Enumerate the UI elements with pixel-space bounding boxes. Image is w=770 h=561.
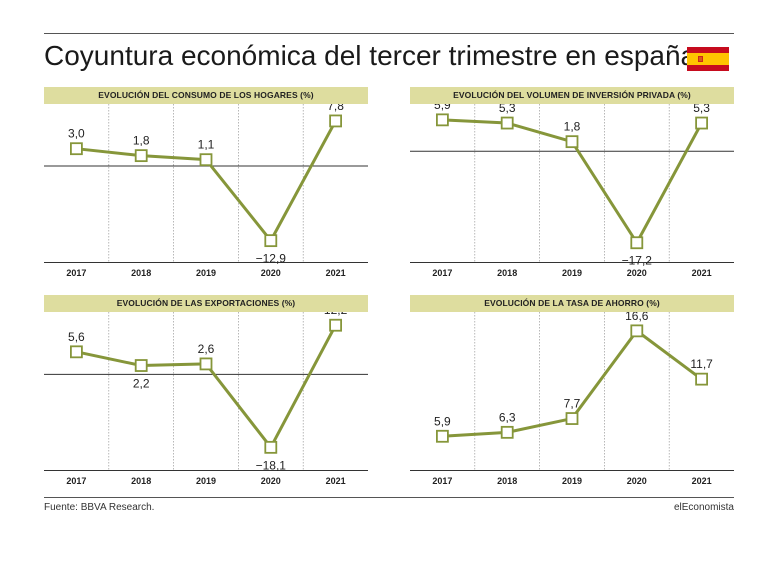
x-tick-label: 2018	[497, 268, 517, 277]
data-point-marker	[134, 149, 148, 163]
data-point-marker	[69, 345, 83, 359]
panel-ahorro: EVOLUCIÓN DE LA TASA DE AHORRO (%) 5,9 6,…	[410, 295, 734, 485]
data-point-marker	[565, 135, 579, 149]
data-label: 6,3	[499, 410, 516, 424]
data-point-marker	[500, 425, 514, 439]
panel-exportaciones: EVOLUCIÓN DE LAS EXPORTACIONES (%) 5,6 2,…	[44, 295, 368, 485]
top-rule	[44, 33, 734, 34]
x-tick-label: 2018	[131, 476, 151, 485]
data-label: 3,0	[68, 127, 85, 141]
source-note: Fuente: BBVA Research.	[44, 502, 155, 513]
x-tick-label: 2020	[261, 268, 281, 277]
x-tick-label: 2021	[692, 268, 712, 277]
data-label: 5,9	[434, 104, 451, 112]
data-label: 1,8	[564, 120, 581, 134]
bottom-rule	[44, 497, 734, 498]
data-point-marker	[630, 236, 644, 250]
data-label: 5,6	[68, 330, 85, 344]
x-tick-label: 2020	[261, 476, 281, 485]
x-tick-label: 2021	[326, 476, 346, 485]
data-label: 5,3	[499, 104, 516, 115]
x-tick-label: 2021	[326, 268, 346, 277]
data-label: −12,9	[256, 252, 287, 266]
page-title: Coyuntura económica del tercer trimestre…	[44, 40, 697, 71]
data-point-marker	[500, 116, 514, 130]
x-tick-label: 2020	[627, 268, 647, 277]
chart-exportaciones: 5,6 2,2 2,6 −18,1 12,2 2017 2018 2019 2020 2021	[44, 312, 368, 485]
data-label: 2,6	[198, 342, 215, 356]
chart-ahorro: 5,9 6,3 7,7 16,6 11,7 2017 2018 2019 2020 2021	[410, 312, 734, 485]
panel-title: EVOLUCIÓN DE LA TASA DE AHORRO (%)	[410, 295, 734, 312]
x-tick-label: 2019	[196, 476, 216, 485]
data-point-marker	[435, 113, 449, 127]
x-tick-label: 2021	[692, 476, 712, 485]
data-point-marker	[695, 116, 709, 130]
x-tick-label: 2018	[131, 268, 151, 277]
x-tick-label: 2018	[497, 476, 517, 485]
data-point-marker	[435, 429, 449, 443]
panel-title: EVOLUCIÓN DE LAS EXPORTACIONES (%)	[44, 295, 368, 312]
data-label: 2,2	[133, 377, 150, 391]
data-label: 5,9	[434, 414, 451, 428]
data-point-marker	[199, 153, 213, 167]
data-point-marker	[329, 318, 343, 332]
data-label: 1,1	[198, 138, 215, 152]
x-tick-label: 2020	[627, 476, 647, 485]
data-label: 1,8	[133, 134, 150, 148]
panel-consumo: EVOLUCIÓN DEL CONSUMO DE LOS HOGARES (%)…	[44, 87, 368, 277]
data-point-marker	[565, 412, 579, 425]
data-point-marker	[134, 359, 148, 372]
x-tick-label: 2019	[562, 476, 582, 485]
data-label: 7,8	[327, 104, 344, 113]
data-point-marker	[329, 114, 343, 128]
data-label: −17,2	[622, 254, 653, 268]
data-label: −18,1	[256, 458, 287, 472]
chart-inversion: 5,9 5,3 1,8 −17,2 5,3 2017 2018 2019 2020 2021	[410, 104, 734, 277]
chart-consumo: 3,0 1,8 1,1 −12,9 7,8 2017 2018 2019 2020 2021	[44, 104, 368, 277]
spain-flag-icon	[687, 47, 729, 71]
data-point-marker	[695, 372, 709, 386]
data-label: 11,7	[690, 357, 713, 371]
data-label: 12,2	[324, 312, 348, 317]
data-point-marker	[264, 440, 278, 454]
x-tick-label: 2017	[66, 476, 86, 485]
x-tick-label: 2017	[432, 476, 452, 485]
panel-title: EVOLUCIÓN DEL CONSUMO DE LOS HOGARES (%)	[44, 87, 368, 104]
x-tick-label: 2019	[562, 268, 582, 277]
data-label: 5,3	[693, 104, 710, 115]
data-point-marker	[264, 234, 278, 248]
data-point-marker	[69, 142, 83, 156]
x-tick-label: 2019	[196, 268, 216, 277]
data-label: 7,7	[564, 397, 581, 411]
brand-label: elEconomista	[673, 502, 734, 513]
panel-inversion: EVOLUCIÓN DEL VOLUMEN DE INVERSIÓN PRIVA…	[410, 87, 734, 277]
data-point-marker	[199, 357, 213, 371]
data-point-marker	[630, 324, 644, 338]
panel-title: EVOLUCIÓN DEL VOLUMEN DE INVERSIÓN PRIVA…	[410, 87, 734, 104]
data-label: 16,6	[625, 312, 649, 323]
x-tick-label: 2017	[66, 268, 86, 277]
x-tick-label: 2017	[432, 268, 452, 277]
